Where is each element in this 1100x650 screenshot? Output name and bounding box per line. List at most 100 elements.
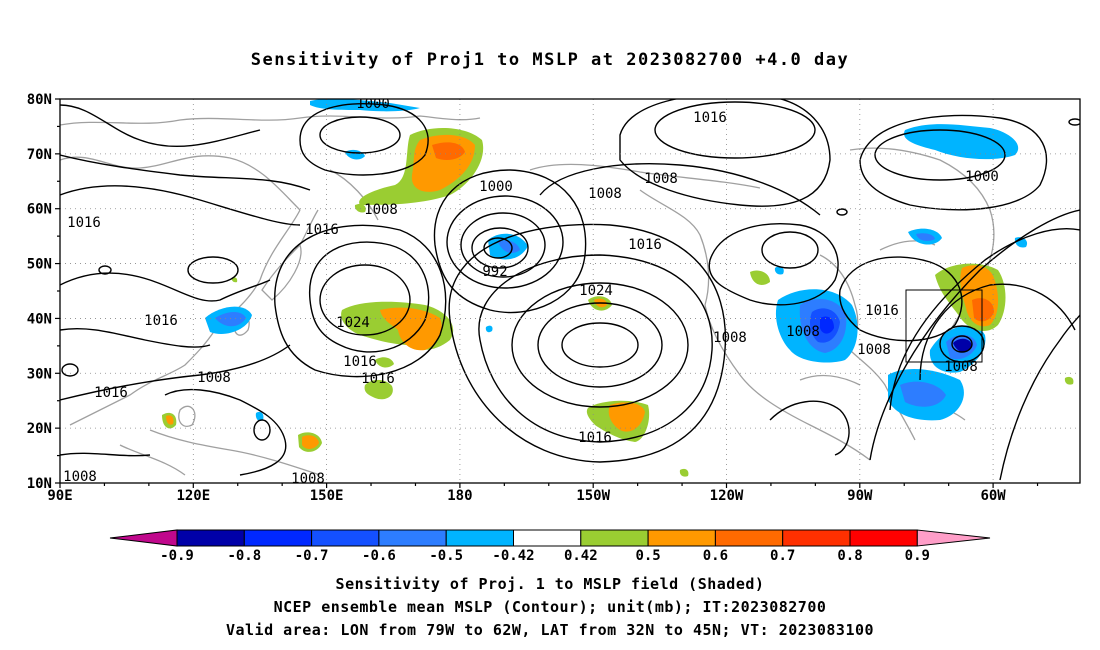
contour-label: 1016	[865, 303, 899, 319]
contour-label: 1008	[364, 202, 398, 218]
contour-label: 1000	[479, 179, 513, 195]
contour-label: 1008	[197, 370, 231, 386]
grid-lines	[60, 99, 1080, 483]
contour-label: 1016	[94, 385, 128, 401]
contour-label: 1008	[588, 186, 622, 202]
lon-tick-label: 90E	[47, 488, 72, 504]
pos-patch	[354, 203, 366, 213]
neg-patch	[485, 325, 493, 333]
lon-tick-label: 150W	[576, 488, 610, 504]
lat-tick-label: 20N	[27, 421, 52, 437]
lon-tick-label: 60W	[980, 488, 1006, 504]
caption-shading: Sensitivity of Proj. 1 to MSLP field (Sh…	[335, 575, 765, 593]
lat-tick-label: 70N	[27, 147, 52, 163]
pos-patch	[1064, 376, 1074, 385]
neg-patch	[774, 266, 784, 275]
pos-patch	[302, 435, 319, 449]
contour-label: 992	[482, 264, 507, 280]
colorbar-bin	[782, 529, 851, 547]
contour-labels: 1000 1016 1008 1016 1008 1016 1000 992 1…	[63, 96, 999, 487]
lon-tick-label: 90W	[847, 488, 873, 504]
pos-patch	[750, 270, 770, 285]
pos-patch	[375, 357, 394, 368]
contour-label: 1008	[713, 330, 747, 346]
contour-label: 1008	[944, 359, 978, 375]
pos-patch	[972, 298, 994, 322]
colorbar-bin	[378, 529, 447, 547]
colorbar-label: 0.5	[635, 548, 660, 564]
neg-patch	[904, 124, 1019, 160]
colorbar-label: 0.9	[905, 548, 930, 564]
lat-tick-label: 50N	[27, 257, 52, 273]
contour-label: 1000	[965, 169, 999, 185]
pos-patch	[166, 415, 174, 425]
colorbar-bin	[445, 529, 515, 547]
contour-label: 1016	[578, 430, 612, 446]
map-title: Sensitivity of Proj1 to MSLP at 20230827…	[250, 50, 850, 70]
colorbar-low-triangle	[109, 529, 178, 547]
colorbar-bin	[714, 529, 784, 547]
caption-valid-area: Valid area: LON from 79W to 62W, LAT fro…	[225, 621, 875, 639]
pos-patch	[364, 379, 393, 400]
colorbar-label: 0.42	[564, 548, 598, 564]
neg-patch	[255, 411, 264, 421]
colorbar-label: -0.42	[492, 548, 534, 564]
lat-tick-label: 40N	[27, 311, 52, 327]
colorbar-label: -0.9	[160, 548, 194, 564]
neg-patch	[498, 240, 520, 254]
colorbar-label: -0.7	[295, 548, 329, 564]
caption-contour: NCEP ensemble mean MSLP (Contour); unit(…	[273, 598, 827, 616]
neg-patch	[916, 233, 935, 242]
pos-patch	[432, 142, 465, 160]
neg-patch	[900, 381, 946, 407]
pos-patch	[679, 468, 689, 477]
colorbar-bin	[849, 529, 918, 547]
axis-ticks	[55, 98, 1039, 488]
colorbar-bin	[311, 529, 380, 547]
colorbar-label: -0.5	[429, 548, 463, 564]
contour-label: 1008	[644, 171, 678, 187]
contour-label: 1016	[305, 222, 339, 238]
colorbar-bin	[513, 529, 582, 547]
contour-label: 1008	[857, 342, 891, 358]
contour-label: 1016	[361, 371, 395, 387]
contour-label: 1016	[67, 215, 101, 231]
colorbar-label: 0.7	[770, 548, 795, 564]
colorbar-bin	[647, 529, 716, 547]
contour-label: 1008	[291, 471, 325, 487]
contour-label: 1024	[336, 315, 370, 331]
lon-tick-label: 180	[447, 488, 472, 504]
lon-tick-label: 120W	[710, 488, 744, 504]
colorbar-label: 0.8	[837, 548, 862, 564]
lat-tick-label: 30N	[27, 366, 52, 382]
lon-tick-label: 150E	[310, 488, 344, 504]
lat-tick-label: 80N	[27, 92, 52, 108]
neg-patch	[820, 316, 834, 334]
colorbar-bin	[580, 529, 649, 547]
neg-patch	[215, 312, 246, 327]
colorbar-bin	[243, 529, 313, 547]
lon-tick-label: 120E	[176, 488, 210, 504]
colorbar-high-triangle	[916, 529, 991, 547]
neg-patch	[953, 338, 972, 353]
lat-tick-label: 60N	[27, 202, 52, 218]
contour-label: 1016	[343, 354, 377, 370]
contour-label: 1016	[144, 313, 178, 329]
colorbar-bin	[176, 529, 245, 547]
colorbar-label: -0.8	[227, 548, 261, 564]
lat-tick-label: 10N	[27, 476, 52, 492]
contour-label: 1008	[786, 324, 820, 340]
coastlines	[60, 115, 995, 476]
contour-label: 1008	[63, 469, 97, 485]
colorbar-label: -0.6	[362, 548, 396, 564]
contour-label: 1016	[693, 110, 727, 126]
pos-patch	[608, 402, 645, 432]
valid-area-box	[905, 289, 983, 363]
neg-patch	[310, 99, 420, 112]
contour-label: 1000	[356, 96, 390, 112]
contour-label: 1016	[628, 237, 662, 253]
contour-label: 1024	[579, 283, 613, 299]
colorbar-label: 0.6	[703, 548, 728, 564]
